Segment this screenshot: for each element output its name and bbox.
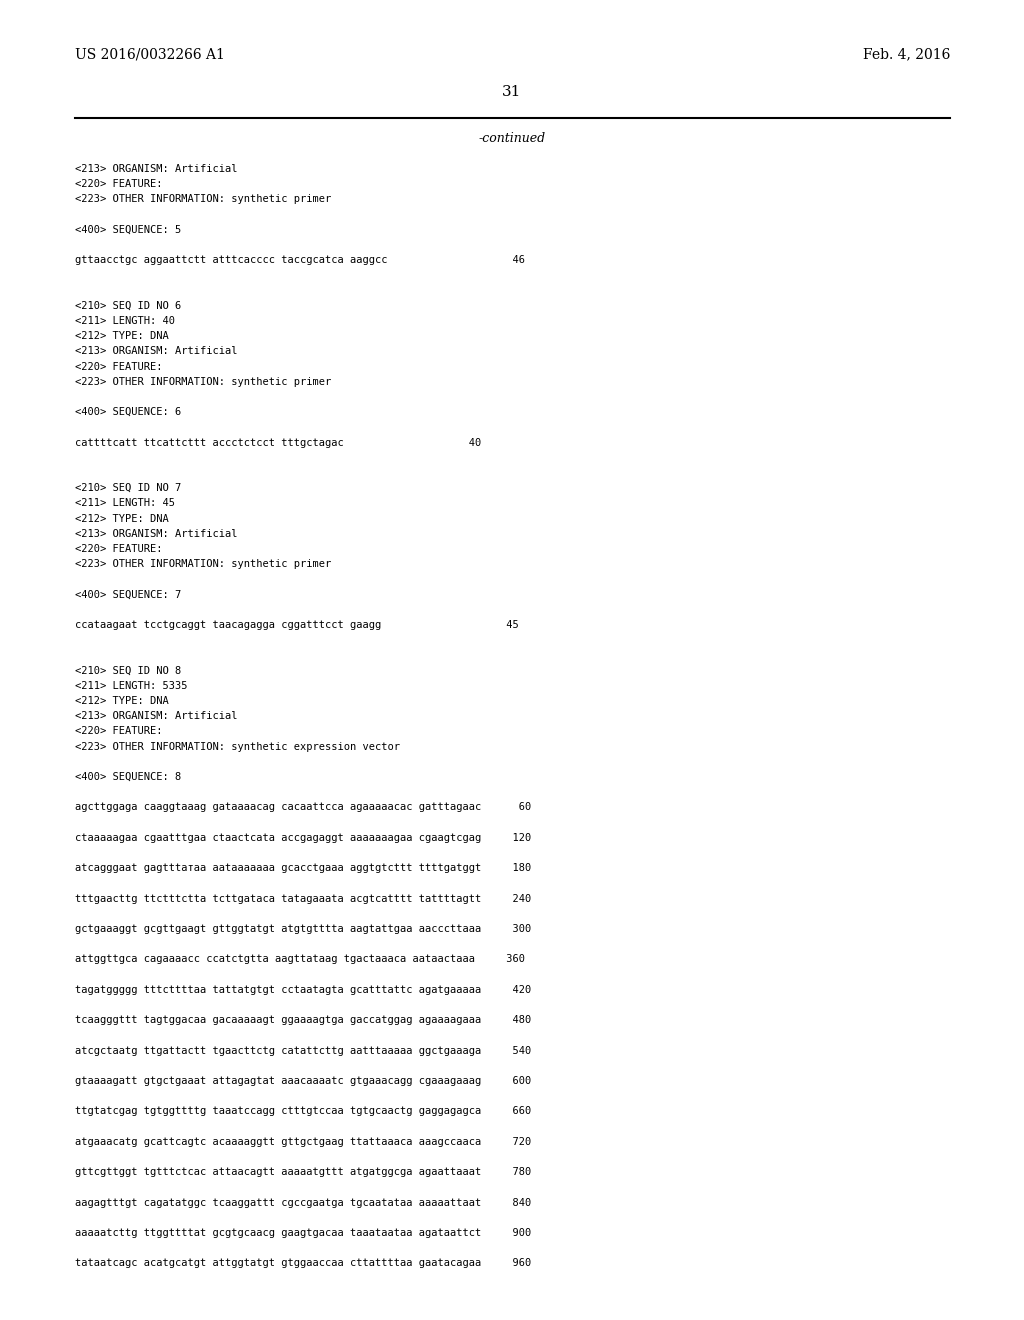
Text: cattttcatt ttcattcttt accctctcct tttgctagac                    40: cattttcatt ttcattcttt accctctcct tttgcta… [75,438,481,447]
Text: atgaaacatg gcattcagtc acaaaaggtt gttgctgaag ttattaaaca aaagccaaca     720: atgaaacatg gcattcagtc acaaaaggtt gttgctg… [75,1137,531,1147]
Text: gttaacctgc aggaattctt atttcacccc taccgcatca aaggcc                    46: gttaacctgc aggaattctt atttcacccc taccgca… [75,255,525,265]
Text: atcagggaat gagtttатaa aataaaaaaa gcacctgaaa aggtgtcttt ttttgatggt     180: atcagggaat gagtttатaa aataaaaaaa gcacctg… [75,863,531,874]
Text: agcttggaga caaggtaaag gataaaacag cacaattcca agaaaaacac gatttagaac      60: agcttggaga caaggtaaag gataaaacag cacaatt… [75,803,531,812]
Text: <223> OTHER INFORMATION: synthetic primer: <223> OTHER INFORMATION: synthetic prime… [75,194,331,205]
Text: tttgaacttg ttctttctta tcttgataca tatagaaata acgtcatttt tattttagtt     240: tttgaacttg ttctttctta tcttgataca tatagaa… [75,894,531,904]
Text: <210> SEQ ID NO 7: <210> SEQ ID NO 7 [75,483,181,494]
Text: <213> ORGANISM: Artificial: <213> ORGANISM: Artificial [75,711,238,721]
Text: -continued: -continued [478,132,546,145]
Text: aagagtttgt cagatatggc tcaaggattt cgccgaatga tgcaatataa aaaaattaat     840: aagagtttgt cagatatggc tcaaggattt cgccgaa… [75,1197,531,1208]
Text: <211> LENGTH: 45: <211> LENGTH: 45 [75,499,175,508]
Text: tagatggggg tttcttttaa tattatgtgt cctaatagta gcatttattc agatgaaaaa     420: tagatggggg tttcttttaa tattatgtgt cctaata… [75,985,531,995]
Text: <213> ORGANISM: Artificial: <213> ORGANISM: Artificial [75,529,238,539]
Text: <223> OTHER INFORMATION: synthetic primer: <223> OTHER INFORMATION: synthetic prime… [75,560,331,569]
Text: <220> FEATURE:: <220> FEATURE: [75,726,163,737]
Text: aaaaatcttg ttggttttat gcgtgcaacg gaagtgacaa taaataataa agataattct     900: aaaaatcttg ttggttttat gcgtgcaacg gaagtga… [75,1228,531,1238]
Text: gttcgttggt tgtttctcac attaacagtt aaaaatgttt atgatggcga agaattaaat     780: gttcgttggt tgtttctcac attaacagtt aaaaatg… [75,1167,531,1177]
Text: <211> LENGTH: 40: <211> LENGTH: 40 [75,315,175,326]
Text: Feb. 4, 2016: Feb. 4, 2016 [862,48,950,61]
Text: <220> FEATURE:: <220> FEATURE: [75,362,163,372]
Text: tcaagggttt tagtggacaa gacaaaaagt ggaaaagtga gaccatggag agaaaagaaa     480: tcaagggttt tagtggacaa gacaaaaagt ggaaaag… [75,1015,531,1026]
Text: <211> LENGTH: 5335: <211> LENGTH: 5335 [75,681,187,690]
Text: <220> FEATURE:: <220> FEATURE: [75,544,163,554]
Text: <212> TYPE: DNA: <212> TYPE: DNA [75,513,169,524]
Text: <400> SEQUENCE: 8: <400> SEQUENCE: 8 [75,772,181,781]
Text: ttgtatcgag tgtggttttg taaatccagg ctttgtccaa tgtgcaactg gaggagagca     660: ttgtatcgag tgtggttttg taaatccagg ctttgtc… [75,1106,531,1117]
Text: gctgaaaggt gcgttgaagt gttggtatgt atgtgtttta aagtattgaa aacccttaaa     300: gctgaaaggt gcgttgaagt gttggtatgt atgtgtt… [75,924,531,935]
Text: <210> SEQ ID NO 8: <210> SEQ ID NO 8 [75,665,181,676]
Text: US 2016/0032266 A1: US 2016/0032266 A1 [75,48,225,61]
Text: <400> SEQUENCE: 7: <400> SEQUENCE: 7 [75,590,181,599]
Text: ccataagaat tcctgcaggt taacagagga cggatttcct gaagg                    45: ccataagaat tcctgcaggt taacagagga cggattt… [75,620,519,630]
Text: <223> OTHER INFORMATION: synthetic primer: <223> OTHER INFORMATION: synthetic prime… [75,376,331,387]
Text: <213> ORGANISM: Artificial: <213> ORGANISM: Artificial [75,164,238,174]
Text: 31: 31 [503,84,521,99]
Text: tataatcagc acatgcatgt attggtatgt gtggaaccaa cttattttaa gaatacagaa     960: tataatcagc acatgcatgt attggtatgt gtggaac… [75,1258,531,1269]
Text: atcgctaatg ttgattactt tgaacttctg catattcttg aatttaaaaa ggctgaaaga     540: atcgctaatg ttgattactt tgaacttctg catattc… [75,1045,531,1056]
Text: gtaaaagatt gtgctgaaat attagagtat aaacaaaatc gtgaaacagg cgaaagaaag     600: gtaaaagatt gtgctgaaat attagagtat aaacaaa… [75,1076,531,1086]
Text: <400> SEQUENCE: 6: <400> SEQUENCE: 6 [75,407,181,417]
Text: <400> SEQUENCE: 5: <400> SEQUENCE: 5 [75,224,181,235]
Text: ctaaaaagaa cgaatttgaa ctaactcata accgagaggt aaaaaaagaa cgaagtcgag     120: ctaaaaagaa cgaatttgaa ctaactcata accgaga… [75,833,531,842]
Text: attggttgca cagaaaacc ccatctgtta aagttataag tgactaaaca aataactaaa     360: attggttgca cagaaaacc ccatctgtta aagttata… [75,954,525,965]
Text: <223> OTHER INFORMATION: synthetic expression vector: <223> OTHER INFORMATION: synthetic expre… [75,742,400,751]
Text: <210> SEQ ID NO 6: <210> SEQ ID NO 6 [75,301,181,310]
Text: <213> ORGANISM: Artificial: <213> ORGANISM: Artificial [75,346,238,356]
Text: <220> FEATURE:: <220> FEATURE: [75,180,163,189]
Text: <212> TYPE: DNA: <212> TYPE: DNA [75,696,169,706]
Text: <212> TYPE: DNA: <212> TYPE: DNA [75,331,169,341]
